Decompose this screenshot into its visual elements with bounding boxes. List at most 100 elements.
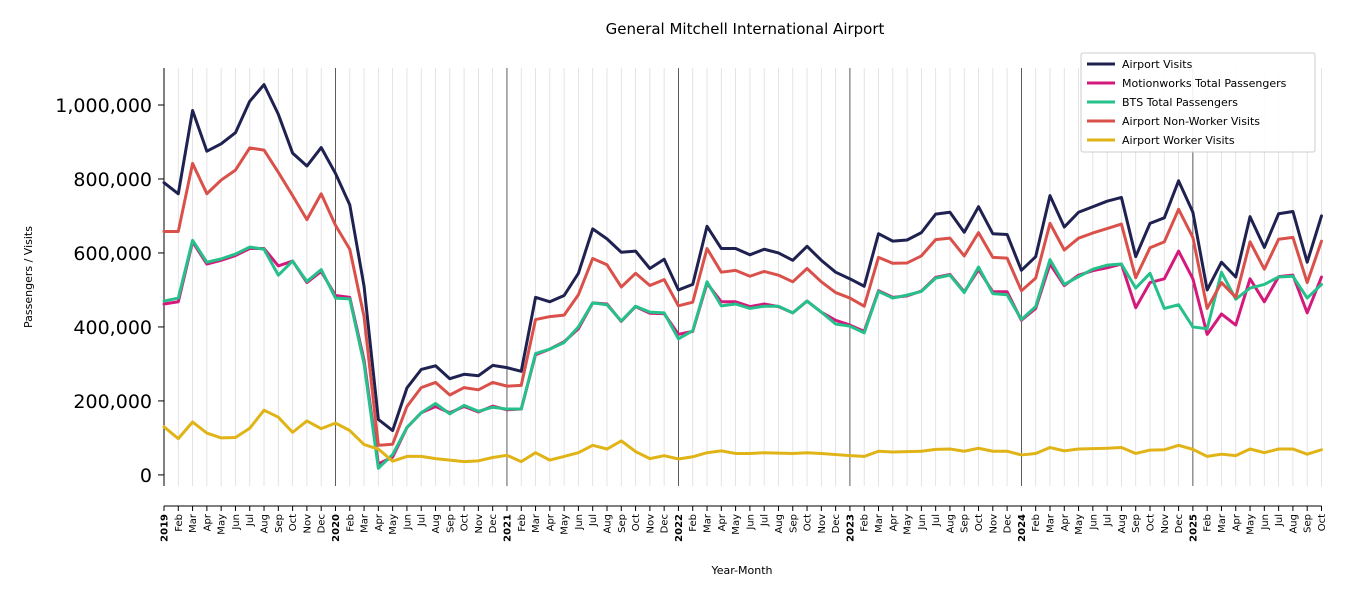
x-tick-label: Jun [402, 514, 413, 531]
x-tick-label-year: 2025 [1188, 514, 1199, 542]
x-tick-label-year: 2019 [160, 514, 171, 542]
x-tick-label: Dec [317, 514, 328, 533]
x-tick-label: Jun [1260, 514, 1271, 531]
x-tick-label: May [731, 514, 742, 535]
x-axis-ticks: 2019 Feb Mar Apr May Jun Jul Aug Sep Oct Nov Dec 202… [160, 506, 1328, 542]
axes [163, 68, 1322, 507]
x-tick-label: Sep [1303, 514, 1314, 533]
x-tick-label: Dec [831, 514, 842, 533]
x-tick-label: Apr [374, 513, 385, 531]
x-tick-label: Mar [188, 513, 199, 533]
x-tick-label: Jun [231, 514, 242, 531]
x-tick-label: Apr [545, 513, 556, 531]
x-tick-label: Feb [345, 514, 356, 532]
y-tick-label: 1,000,000 [55, 95, 152, 117]
x-tick-label: Apr [202, 513, 213, 531]
x-tick-label: May [1074, 514, 1085, 535]
legend-label: Airport Worker Visits [1122, 134, 1235, 147]
x-tick-label: Jun [574, 514, 585, 531]
x-tick-label: Dec [1174, 514, 1185, 533]
x-tick-label: Dec [1003, 514, 1014, 533]
y-tick-label: 400,000 [73, 317, 152, 339]
series-line-airport-visits [162, 83, 1323, 433]
x-tick-label: Mar [874, 513, 885, 533]
x-tick-label: Aug [774, 514, 785, 534]
x-tick-label: Mar [703, 513, 714, 533]
x-tick-label: Sep [960, 514, 971, 533]
x-tick-label: Sep [788, 514, 799, 533]
x-tick-label: Sep [274, 514, 285, 533]
x-tick-label: Oct [1317, 514, 1328, 531]
x-tick-label: Oct [1146, 514, 1157, 531]
x-tick-label: Mar [1217, 513, 1228, 533]
x-tick-label: Mar [531, 513, 542, 533]
x-tick-label: Jul [1274, 514, 1285, 527]
legend-label: Airport Visits [1122, 58, 1193, 71]
x-tick-label: Sep [617, 514, 628, 533]
y-tick-label: 800,000 [73, 169, 152, 191]
x-tick-label: Aug [602, 514, 613, 534]
x-tick-label: Feb [860, 514, 871, 532]
y-tick-label: 600,000 [73, 243, 152, 265]
legend-label: Motionworks Total Passengers [1122, 77, 1287, 90]
x-tick-label: Dec [660, 514, 671, 533]
x-tick-label: Nov [645, 514, 656, 534]
y-tick-label: 200,000 [73, 391, 152, 413]
legend-label: BTS Total Passengers [1122, 96, 1238, 109]
chart-title: General Mitchell International Airport [606, 20, 885, 38]
x-tick-label: May [1246, 514, 1257, 535]
x-tick-label-year: 2020 [331, 514, 342, 542]
legend: Airport Visits Motionworks Total Passenge… [1080, 52, 1316, 153]
x-tick-label: Aug [260, 514, 271, 534]
x-tick-label: Dec [488, 514, 499, 533]
x-tick-label: Sep [1131, 514, 1142, 533]
x-tick-label: Nov [1160, 514, 1171, 534]
y-axis-ticks: 0 200,000 400,000 600,000 800,000 1,000,000 [55, 95, 164, 487]
x-tick-label: May [903, 514, 914, 535]
x-tick-label: Jul [417, 514, 428, 527]
x-tick-label: Feb [517, 514, 528, 532]
x-tick-label: Nov [474, 514, 485, 534]
x-tick-label: Oct [631, 514, 642, 531]
x-tick-label: Nov [988, 514, 999, 534]
x-tick-label-year: 2024 [1017, 514, 1028, 542]
y-tick-label: 0 [140, 465, 152, 487]
x-tick-label: Feb [688, 514, 699, 532]
x-tick-label: Oct [974, 514, 985, 531]
x-tick-label: Nov [817, 514, 828, 534]
x-tick-label: Apr [888, 513, 899, 531]
x-tick-label: Apr [1231, 513, 1242, 531]
x-tick-label: Jul [245, 514, 256, 527]
x-tick-label: Jul [588, 514, 599, 527]
series-lines [162, 83, 1323, 470]
x-tick-label: May [388, 514, 399, 535]
x-tick-label: Mar [360, 513, 371, 533]
x-tick-label-year: 2021 [502, 514, 513, 542]
series-line-airport-non-worker-visits [162, 146, 1323, 447]
x-tick-label: Oct [803, 514, 814, 531]
x-tick-label: Mar [1045, 513, 1056, 533]
x-tick-label: Aug [1117, 514, 1128, 534]
x-tick-label: Jun [917, 514, 928, 531]
x-tick-label: Aug [945, 514, 956, 534]
x-tick-label: Jun [745, 514, 756, 531]
x-tick-label: Feb [1203, 514, 1214, 532]
x-tick-label: Sep [445, 514, 456, 533]
series-line-bts-total-passengers [162, 238, 1323, 470]
x-tick-label: May [560, 514, 571, 535]
x-tick-label: Jul [1103, 514, 1114, 527]
x-tick-label: Nov [302, 514, 313, 534]
x-tick-label: Apr [717, 513, 728, 531]
x-tick-label: Jul [931, 514, 942, 527]
legend-box [1080, 52, 1316, 153]
x-tick-label: Feb [174, 514, 185, 532]
x-tick-label-year: 2022 [674, 514, 685, 542]
y-axis-label: Passengers / Visits [22, 226, 35, 328]
legend-label: Airport Non-Worker Visits [1122, 115, 1260, 128]
x-tick-label: Jul [760, 514, 771, 527]
x-tick-label: Aug [431, 514, 442, 534]
x-tick-label: Oct [460, 514, 471, 531]
x-axis-label: Year-Month [710, 564, 772, 577]
x-tick-label: Feb [1031, 514, 1042, 532]
